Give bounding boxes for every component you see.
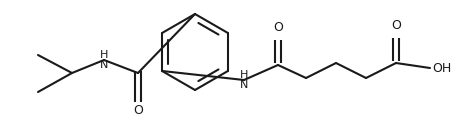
Text: O: O [133, 104, 143, 117]
Text: H
N: H N [240, 70, 248, 90]
Text: H
N: H N [100, 50, 108, 70]
Text: O: O [391, 19, 401, 32]
Text: O: O [273, 21, 283, 34]
Text: OH: OH [432, 62, 451, 74]
